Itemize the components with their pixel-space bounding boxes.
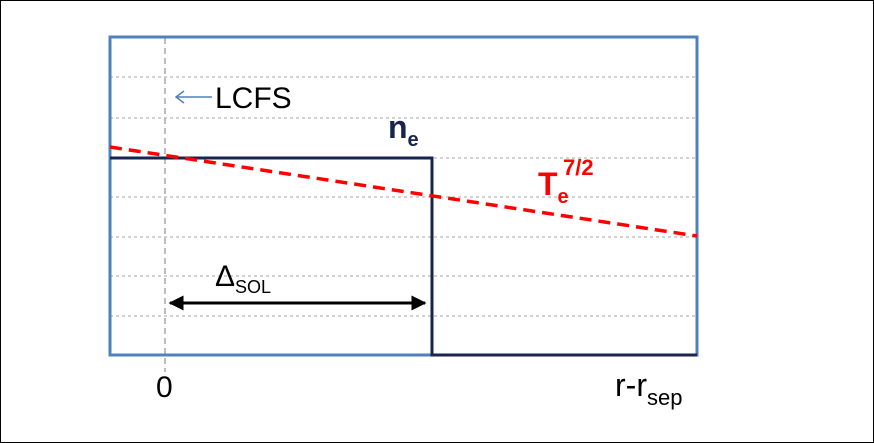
lcfs-arrow [174, 90, 212, 104]
plot-box [108, 35, 699, 357]
te-profile [109, 145, 698, 238]
ne-label: ne [388, 109, 419, 151]
lcfs-label: LCFS [215, 82, 292, 115]
x-axis-label: r-rsep [615, 367, 682, 410]
te-label: Te7/2 [538, 155, 594, 208]
sol-width-label: ΔSOL [215, 260, 271, 297]
x-zero-label: 0 [156, 371, 173, 404]
ne-profile [110, 156, 697, 357]
